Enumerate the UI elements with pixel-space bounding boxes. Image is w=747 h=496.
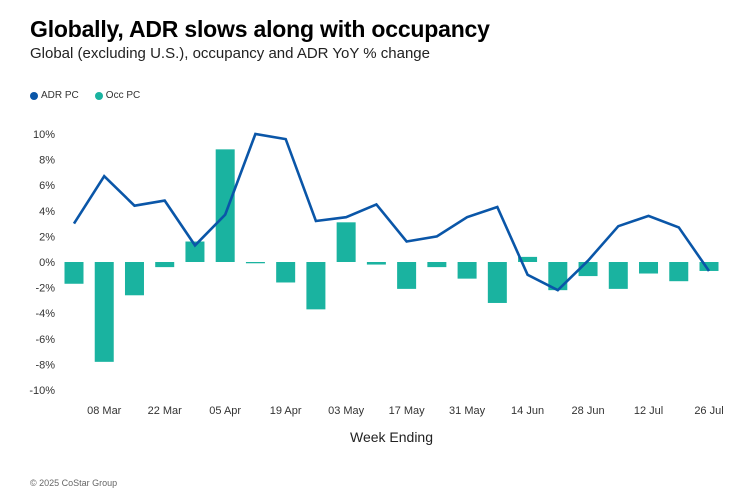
occ-bar (669, 262, 689, 282)
occ-bar (608, 262, 628, 289)
y-axis: 10% 8% 6% 4% 2% 0% -2% -4% -6% -8% -10% (29, 129, 55, 397)
legend: ADR PC Occ PC (30, 90, 140, 101)
x-tick-label: 31 May (449, 405, 486, 417)
occ-bars (64, 149, 719, 362)
x-tick-label: 12 Jul (634, 405, 663, 417)
x-tick-label: 26 Jul (694, 405, 723, 417)
x-axis: 08 Mar 22 Mar 05 Apr 19 Apr 03 May 17 May 31 M… (87, 405, 724, 417)
occ-bar (397, 262, 417, 289)
y-tick-label: 8% (39, 155, 55, 167)
occ-bar (366, 262, 386, 265)
occ-bar (336, 222, 356, 262)
x-tick-label: 19 Apr (270, 405, 302, 417)
y-tick-label: 10% (33, 129, 55, 141)
occ-bar (124, 262, 144, 296)
occ-bar (306, 262, 326, 310)
legend-swatch-occ (94, 91, 103, 100)
legend-swatch-adr (30, 91, 38, 100)
y-tick-label: -4% (35, 308, 55, 320)
legend-item-occ: Occ PC (94, 90, 141, 101)
occ-bar (639, 262, 659, 274)
occ-bar (155, 262, 175, 268)
x-tick-label: 22 Mar (148, 405, 183, 417)
adr-line (72, 132, 711, 292)
occ-bar (457, 262, 477, 279)
legend-label-adr: ADR PC (41, 90, 79, 101)
x-tick-label: 14 Jun (511, 405, 544, 417)
y-tick-label: 0% (39, 257, 55, 269)
chart-subtitle: Global (excluding U.S.), occupancy and A… (30, 45, 430, 62)
occ-bar (487, 262, 507, 303)
y-tick-label: -10% (29, 385, 55, 397)
x-tick-label: 03 May (328, 405, 365, 417)
occ-bar (578, 262, 598, 277)
y-tick-label: -2% (35, 283, 55, 295)
y-tick-label: 2% (39, 231, 55, 243)
occ-bar (427, 262, 447, 268)
x-tick-label: 28 Jun (572, 405, 605, 417)
y-tick-label: -6% (35, 334, 55, 346)
y-tick-label: -8% (35, 359, 55, 371)
occ-bar (276, 262, 296, 283)
occ-bar (215, 149, 235, 262)
x-axis-label: Week Ending (350, 429, 433, 445)
y-tick-label: 4% (39, 206, 55, 218)
copyright: © 2025 CoStar Group (30, 478, 118, 488)
adr-series-line (72, 132, 711, 292)
occ-bar (185, 241, 205, 262)
occ-bar (64, 262, 84, 284)
legend-item-adr: ADR PC (30, 90, 79, 101)
legend-label-occ: Occ PC (105, 90, 141, 101)
occ-bar (548, 262, 568, 291)
occ-bar (518, 256, 538, 262)
y-tick-label: 6% (39, 180, 55, 192)
chart-title: Globally, ADR slows along with occupancy (30, 16, 490, 42)
occ-bar (699, 262, 719, 271)
x-tick-label: 05 Apr (209, 405, 241, 417)
occ-bar (245, 262, 265, 264)
occ-bar (94, 262, 114, 362)
x-tick-label: 08 Mar (87, 405, 122, 417)
x-tick-label: 17 May (389, 405, 426, 417)
